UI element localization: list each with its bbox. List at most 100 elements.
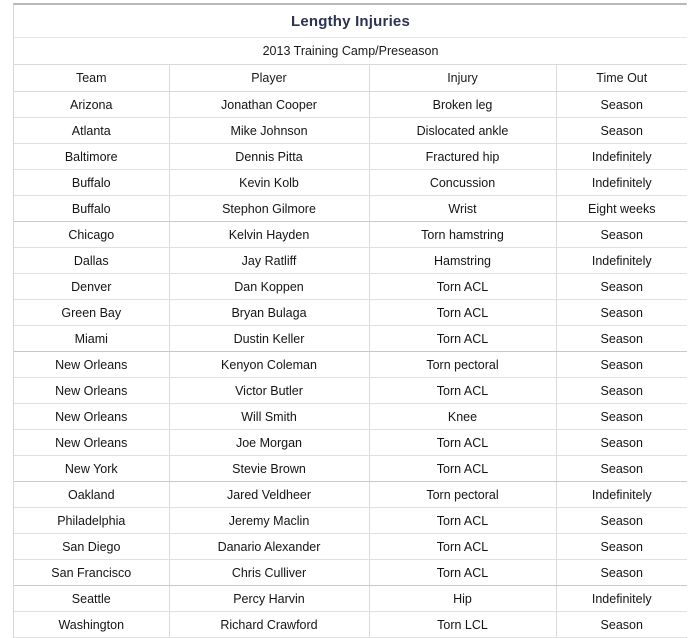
column-header-team: Team (14, 64, 170, 92)
table-subtitle-row: 2013 Training Camp/Preseason (14, 37, 687, 65)
cell-player: Kevin Kolb (169, 169, 370, 196)
cell-time-out: Season (556, 533, 687, 560)
cell-player: Joe Morgan (169, 429, 370, 456)
table-row: New Orleans Joe Morgan Torn ACL Season (14, 429, 687, 456)
cell-player: Kelvin Hayden (169, 221, 370, 248)
cell-injury: Torn pectoral (369, 351, 557, 378)
cell-team: New Orleans (14, 429, 170, 456)
table-row: San Diego Danario Alexander Torn ACL Season (14, 533, 687, 560)
table-row: Chicago Kelvin Hayden Torn hamstring Season (14, 221, 687, 248)
table-row: Dallas Jay Ratliff Hamstring Indefinitely (14, 247, 687, 274)
table-row: Arizona Jonathan Cooper Broken leg Season (14, 91, 687, 118)
cell-team: New York (14, 455, 170, 482)
cell-injury: Torn ACL (369, 507, 557, 534)
cell-team: Miami (14, 325, 170, 352)
table-row: New Orleans Kenyon Coleman Torn pectoral Se… (14, 351, 687, 378)
cell-time-out: Indefinitely (556, 169, 687, 196)
cell-time-out: Season (556, 377, 687, 404)
cell-player: Stevie Brown (169, 455, 370, 482)
table-row: Baltimore Dennis Pitta Fractured hip Indefi… (14, 143, 687, 170)
cell-player: Bryan Bulaga (169, 299, 370, 326)
cell-player: Chris Culliver (169, 559, 370, 586)
cell-injury: Torn LCL (369, 611, 557, 637)
page-title: Lengthy Injuries (14, 5, 687, 38)
table-row: Washington Richard Crawford Torn LCL Season (14, 611, 687, 637)
cell-team: Atlanta (14, 117, 170, 144)
table-row: Denver Dan Koppen Torn ACL Season (14, 273, 687, 300)
cell-injury: Broken leg (369, 91, 557, 118)
cell-player: Danario Alexander (169, 533, 370, 560)
cell-team: Washington (14, 611, 170, 637)
cell-injury: Concussion (369, 169, 557, 196)
cell-injury: Torn ACL (369, 533, 557, 560)
column-header-time-out: Time Out (556, 64, 687, 92)
cell-player: Stephon Gilmore (169, 195, 370, 222)
cell-time-out: Indefinitely (556, 481, 687, 508)
cell-team: Buffalo (14, 195, 170, 222)
cell-time-out: Season (556, 559, 687, 586)
cell-time-out: Season (556, 117, 687, 144)
cell-injury: Torn ACL (369, 455, 557, 482)
cell-team: Seattle (14, 585, 170, 612)
table-body: Lengthy Injuries 2013 Training Camp/Pres… (14, 5, 687, 637)
cell-time-out: Season (556, 455, 687, 482)
cell-team: Baltimore (14, 143, 170, 170)
cell-team: New Orleans (14, 351, 170, 378)
cell-injury: Torn ACL (369, 273, 557, 300)
table-row: Green Bay Bryan Bulaga Torn ACL Season (14, 299, 687, 326)
cell-team: Chicago (14, 221, 170, 248)
cell-injury: Torn hamstring (369, 221, 557, 248)
table-row: Miami Dustin Keller Torn ACL Season (14, 325, 687, 352)
cell-time-out: Indefinitely (556, 585, 687, 612)
cell-team: Denver (14, 273, 170, 300)
cell-time-out: Season (556, 91, 687, 118)
cell-player: Jared Veldheer (169, 481, 370, 508)
cell-team: San Francisco (14, 559, 170, 586)
cell-team: San Diego (14, 533, 170, 560)
cell-injury: Torn pectoral (369, 481, 557, 508)
cell-injury: Fractured hip (369, 143, 557, 170)
table-row: New York Stevie Brown Torn ACL Season (14, 455, 687, 482)
injuries-table-container: Lengthy Injuries 2013 Training Camp/Pres… (13, 3, 687, 638)
cell-team: Oakland (14, 481, 170, 508)
cell-time-out: Season (556, 273, 687, 300)
table-title-row: Lengthy Injuries (14, 5, 687, 38)
cell-time-out: Indefinitely (556, 143, 687, 170)
table-row: Seattle Percy Harvin Hip Indefinitely (14, 585, 687, 612)
table-subtitle: 2013 Training Camp/Preseason (14, 37, 687, 65)
cell-time-out: Season (556, 429, 687, 456)
table-row: New Orleans Will Smith Knee Season (14, 403, 687, 430)
cell-time-out: Season (556, 221, 687, 248)
column-header-injury: Injury (369, 64, 557, 92)
table-row: Philadelphia Jeremy Maclin Torn ACL Season (14, 507, 687, 534)
injuries-table: Lengthy Injuries 2013 Training Camp/Pres… (14, 5, 687, 637)
cell-team: Philadelphia (14, 507, 170, 534)
cell-team: Green Bay (14, 299, 170, 326)
cell-player: Jeremy Maclin (169, 507, 370, 534)
cell-player: Mike Johnson (169, 117, 370, 144)
cell-injury: Knee (369, 403, 557, 430)
cell-injury: Torn ACL (369, 299, 557, 326)
cell-injury: Torn ACL (369, 559, 557, 586)
cell-time-out: Indefinitely (556, 247, 687, 274)
table-row: Buffalo Stephon Gilmore Wrist Eight weeks (14, 195, 687, 222)
cell-injury: Hamstring (369, 247, 557, 274)
cell-injury: Wrist (369, 195, 557, 222)
cell-time-out: Season (556, 325, 687, 352)
cell-injury: Hip (369, 585, 557, 612)
cell-player: Richard Crawford (169, 611, 370, 637)
cell-player: Will Smith (169, 403, 370, 430)
cell-injury: Torn ACL (369, 377, 557, 404)
cell-team: New Orleans (14, 403, 170, 430)
cell-time-out: Season (556, 351, 687, 378)
cell-time-out: Season (556, 403, 687, 430)
cell-player: Percy Harvin (169, 585, 370, 612)
cell-player: Dan Koppen (169, 273, 370, 300)
cell-time-out: Season (556, 507, 687, 534)
cell-player: Victor Butler (169, 377, 370, 404)
table-row: Buffalo Kevin Kolb Concussion Indefinitely (14, 169, 687, 196)
cell-player: Jay Ratliff (169, 247, 370, 274)
cell-team: Buffalo (14, 169, 170, 196)
table-row: Oakland Jared Veldheer Torn pectoral Indefi… (14, 481, 687, 508)
cell-injury: Torn ACL (369, 429, 557, 456)
